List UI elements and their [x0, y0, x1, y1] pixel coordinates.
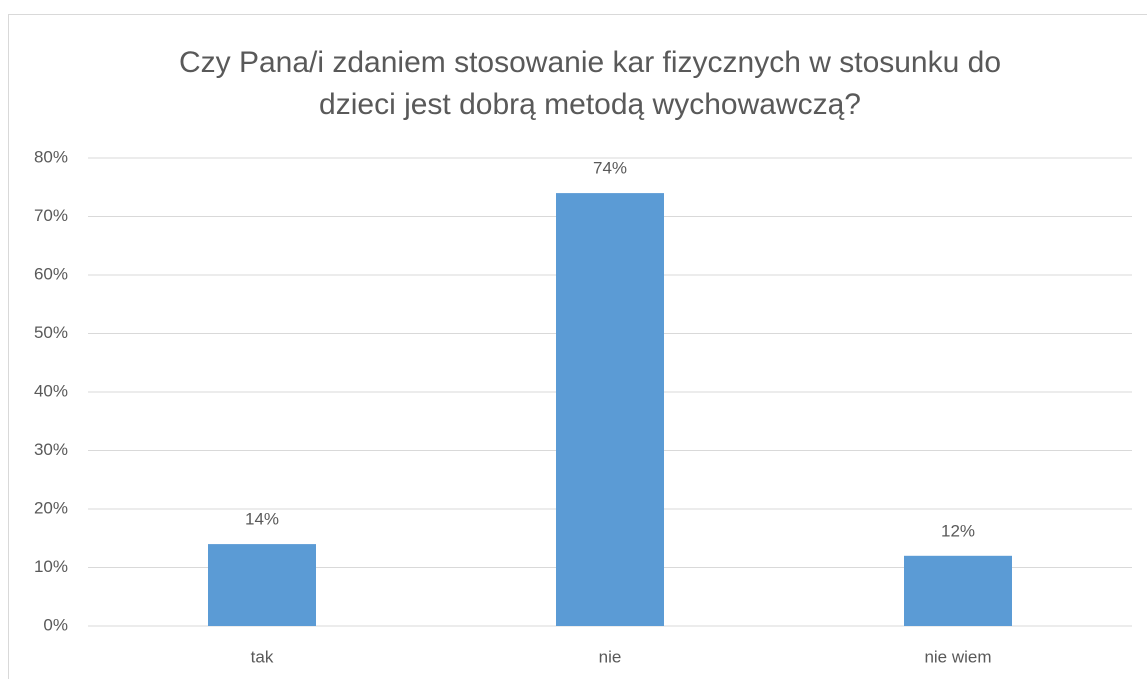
- bar: [904, 555, 1012, 626]
- y-tick-label: 10%: [34, 557, 68, 576]
- y-tick-label: 20%: [34, 498, 68, 517]
- y-tick-label: 70%: [34, 206, 68, 225]
- y-tick-label: 30%: [34, 440, 68, 459]
- y-tick-label: 60%: [34, 264, 68, 283]
- chart-title: Czy Pana/i zdaniem stosowanie kar fizycz…: [178, 46, 1002, 121]
- chart-frame: [8, 14, 1147, 679]
- y-tick-label: 50%: [34, 323, 68, 342]
- data-label: 74%: [593, 159, 627, 178]
- bar: [556, 193, 664, 626]
- y-tick-label: 40%: [34, 381, 68, 400]
- data-label: 14%: [245, 510, 279, 529]
- bar: [208, 544, 316, 626]
- x-tick-label: tak: [251, 647, 274, 666]
- x-tick-label: nie: [599, 647, 622, 666]
- y-tick-label: 80%: [34, 147, 68, 166]
- data-label: 12%: [941, 521, 975, 540]
- x-tick-label: nie wiem: [924, 647, 991, 666]
- y-tick-label: 0%: [43, 615, 68, 634]
